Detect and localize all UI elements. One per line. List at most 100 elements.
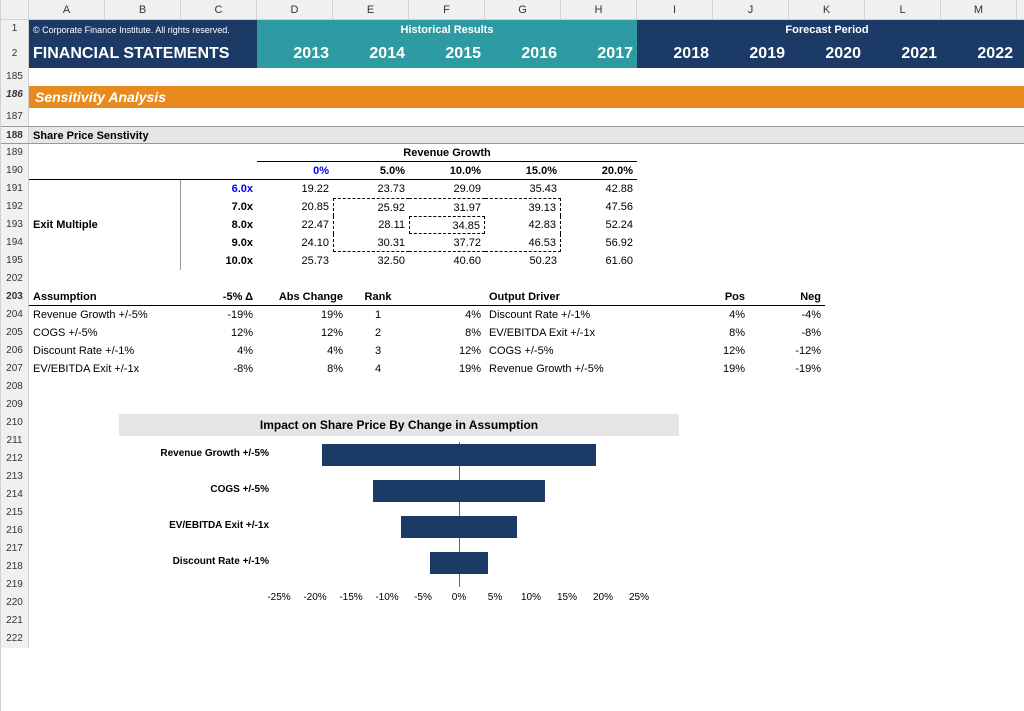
row-number[interactable]: 1	[1, 20, 29, 40]
assumption-cell[interactable]: EV/EBITDA Exit +/-1x	[485, 324, 673, 342]
sens-cell[interactable]: 34.85	[409, 216, 485, 234]
sens-cell[interactable]: 35.43	[485, 180, 561, 198]
col-header-f[interactable]: F	[409, 0, 485, 19]
assumption-cell[interactable]: 8%	[257, 360, 347, 378]
assumption-cell[interactable]: -8%	[749, 324, 825, 342]
row-number[interactable]: 216	[1, 522, 29, 540]
sens-cell[interactable]: 46.53	[485, 234, 561, 252]
row-number[interactable]: 191	[1, 180, 29, 198]
col-header-d[interactable]: D	[257, 0, 333, 19]
sens-col-header[interactable]: 5.0%	[333, 162, 409, 180]
row-number[interactable]: 189	[1, 144, 29, 162]
assumption-cell[interactable]: -19%	[181, 306, 257, 324]
row-number[interactable]: 219	[1, 576, 29, 594]
col-header-i[interactable]: I	[637, 0, 713, 19]
col-header-c[interactable]: C	[181, 0, 257, 19]
year-2016[interactable]: 2016	[485, 40, 561, 68]
row-number[interactable]: 206	[1, 342, 29, 360]
sens-row-header[interactable]: 7.0x	[181, 198, 257, 216]
sens-row-header[interactable]: 9.0x	[181, 234, 257, 252]
row-number[interactable]: 218	[1, 558, 29, 576]
assumption-cell[interactable]: -8%	[181, 360, 257, 378]
sens-cell[interactable]: 42.88	[561, 180, 637, 198]
col-header-g[interactable]: G	[485, 0, 561, 19]
row-number[interactable]: 213	[1, 468, 29, 486]
col-header-a[interactable]: A	[29, 0, 105, 19]
sens-cell[interactable]: 32.50	[333, 252, 409, 270]
sens-col-header[interactable]: 0%	[257, 162, 333, 180]
assumption-cell[interactable]: 19%	[257, 306, 347, 324]
col-header-e[interactable]: E	[333, 0, 409, 19]
row-number[interactable]: 221	[1, 612, 29, 630]
row-number[interactable]: 222	[1, 630, 29, 648]
assumption-cell[interactable]: -19%	[749, 360, 825, 378]
year-2022[interactable]: 2022	[941, 40, 1017, 68]
assumption-cell[interactable]: 8%	[409, 324, 485, 342]
assumption-cell[interactable]: 4%	[409, 306, 485, 324]
year-2014[interactable]: 2014	[333, 40, 409, 68]
col-header-j[interactable]: J	[713, 0, 789, 19]
assumption-cell[interactable]: 2	[347, 324, 409, 342]
row-number[interactable]: 190	[1, 162, 29, 180]
row-number[interactable]: 208	[1, 378, 29, 396]
assumption-cell[interactable]: -4%	[749, 306, 825, 324]
copyright-cell[interactable]: © Corporate Finance Institute. All right…	[29, 20, 257, 40]
sens-cell[interactable]: 56.92	[561, 234, 637, 252]
assumption-cell[interactable]: 19%	[409, 360, 485, 378]
sens-cell[interactable]: 42.83	[485, 216, 561, 234]
sens-row-header[interactable]: 8.0x	[181, 216, 257, 234]
assumption-cell[interactable]: 12%	[409, 342, 485, 360]
row-number[interactable]: 186	[1, 86, 29, 108]
row-number[interactable]: 194	[1, 234, 29, 252]
assumption-cell[interactable]: COGS +/-5%	[29, 324, 181, 342]
col-header-l[interactable]: L	[865, 0, 941, 19]
row-number[interactable]: 193	[1, 216, 29, 234]
assumption-cell[interactable]: 8%	[673, 324, 749, 342]
row-number[interactable]: 195	[1, 252, 29, 270]
sens-cell[interactable]: 37.72	[409, 234, 485, 252]
sens-row-header[interactable]: 10.0x	[181, 252, 257, 270]
assumption-cell[interactable]: -12%	[749, 342, 825, 360]
assumption-cell[interactable]: 3	[347, 342, 409, 360]
row-number[interactable]: 188	[1, 127, 29, 143]
year-2018[interactable]: 2018	[637, 40, 713, 68]
sens-cell[interactable]: 25.92	[333, 198, 409, 216]
assumption-cell[interactable]: Discount Rate +/-1%	[485, 306, 673, 324]
sens-cell[interactable]: 31.97	[409, 198, 485, 216]
row-number[interactable]: 207	[1, 360, 29, 378]
year-2015[interactable]: 2015	[409, 40, 485, 68]
row-number[interactable]: 212	[1, 450, 29, 468]
sens-cell[interactable]: 39.13	[485, 198, 561, 216]
col-header-b[interactable]: B	[105, 0, 181, 19]
row-number[interactable]: 210	[1, 414, 29, 432]
assumption-cell[interactable]: Discount Rate +/-1%	[29, 342, 181, 360]
assumption-cell[interactable]: EV/EBITDA Exit +/-1x	[29, 360, 181, 378]
sens-cell[interactable]: 50.23	[485, 252, 561, 270]
assumption-cell[interactable]: COGS +/-5%	[485, 342, 673, 360]
assumption-cell[interactable]: 12%	[257, 324, 347, 342]
assumption-cell[interactable]: 4%	[257, 342, 347, 360]
year-2017[interactable]: 2017	[561, 40, 637, 68]
col-header-h[interactable]: H	[561, 0, 637, 19]
sens-cell[interactable]: 61.60	[561, 252, 637, 270]
row-number[interactable]: 205	[1, 324, 29, 342]
sens-cell[interactable]: 28.11	[333, 216, 409, 234]
sens-col-header[interactable]: 15.0%	[485, 162, 561, 180]
row-number[interactable]: 185	[1, 68, 29, 86]
assumption-cell[interactable]: 1	[347, 306, 409, 324]
assumption-cell[interactable]: 4	[347, 360, 409, 378]
sens-cell[interactable]: 23.73	[333, 180, 409, 198]
sens-row-header[interactable]: 6.0x	[181, 180, 257, 198]
sens-cell[interactable]: 40.60	[409, 252, 485, 270]
assumption-cell[interactable]: 19%	[673, 360, 749, 378]
sens-cell[interactable]: 25.73	[257, 252, 333, 270]
corner-cell[interactable]	[1, 0, 29, 19]
sens-cell[interactable]: 47.56	[561, 198, 637, 216]
row-number[interactable]: 187	[1, 108, 29, 126]
row-number[interactable]: 192	[1, 198, 29, 216]
row-number[interactable]: 209	[1, 396, 29, 414]
row-number[interactable]: 220	[1, 594, 29, 612]
row-number[interactable]: 211	[1, 432, 29, 450]
row-number[interactable]: 2	[1, 40, 29, 68]
assumption-cell[interactable]: 12%	[181, 324, 257, 342]
